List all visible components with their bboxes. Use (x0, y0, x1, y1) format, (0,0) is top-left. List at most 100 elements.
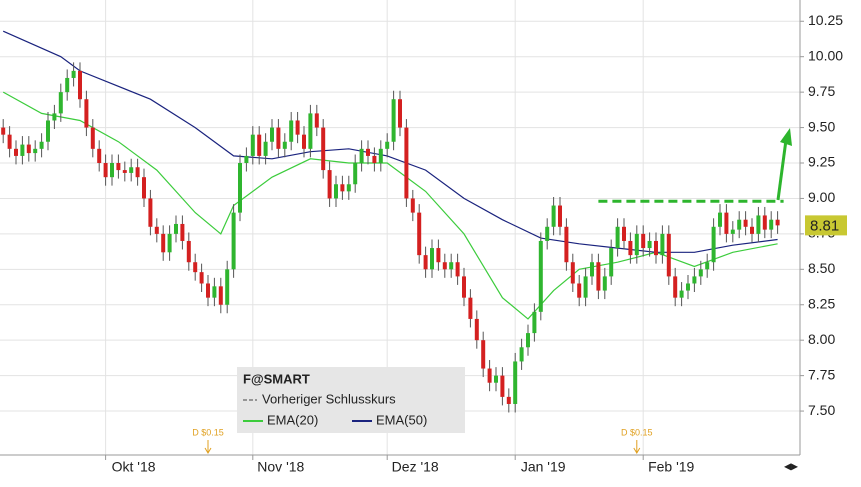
candle-body (46, 120, 50, 142)
candle-body (532, 311, 537, 334)
candle-body (570, 262, 575, 284)
candle-body (692, 276, 697, 284)
candle-body (212, 286, 217, 298)
candle-body (282, 141, 287, 149)
candle-body (462, 276, 466, 298)
legend-label: EMA(20) (267, 412, 318, 427)
candle-body (7, 134, 12, 149)
candle-body (334, 184, 338, 199)
y-tick-label: 7.75 (808, 366, 835, 382)
candle-body (78, 70, 82, 100)
candle-body (231, 212, 236, 270)
y-tick-label: 7.50 (808, 402, 835, 418)
candle-body (468, 297, 473, 319)
candle-body (372, 155, 377, 164)
candle-body (391, 99, 396, 142)
candle-body (346, 184, 351, 192)
candle-body (116, 163, 121, 171)
candle-body (583, 276, 588, 298)
candle-body (654, 240, 658, 256)
candle-body (302, 134, 306, 149)
candle-body (135, 167, 140, 178)
candle-body (366, 148, 370, 156)
candle-body (244, 155, 249, 164)
candle-body (545, 226, 550, 241)
candle-body (455, 262, 460, 277)
candle-body (154, 226, 159, 234)
legend-label: EMA(50) (376, 412, 427, 427)
candle-body (33, 148, 38, 154)
candle-body (500, 375, 505, 397)
candle-body (321, 127, 326, 171)
candle-body (564, 226, 569, 263)
candle-body (359, 148, 364, 164)
candle-body (506, 396, 511, 404)
candle-body (737, 219, 742, 230)
x-tick-label: Jan '19 (521, 459, 566, 475)
candle-body (142, 177, 146, 199)
candle-body (705, 262, 710, 270)
candle-body (199, 272, 204, 284)
candle-body (698, 269, 703, 277)
candle-body (340, 184, 345, 192)
candle-body (628, 240, 633, 256)
x-tick-label: Okt '18 (112, 459, 156, 475)
candle-body (686, 283, 690, 291)
candle-body (270, 127, 274, 142)
candle-body (289, 120, 294, 142)
candle-body (206, 283, 210, 298)
dividend-marker (204, 440, 212, 454)
candle-body (225, 269, 230, 305)
candle-body (634, 233, 639, 256)
y-tick-label: 9.00 (808, 189, 835, 205)
candle-body (590, 262, 594, 277)
candle-body (436, 248, 441, 263)
dividend-label: D $0.15 (192, 427, 224, 437)
candle-body (14, 148, 18, 156)
candle-body (26, 144, 31, 154)
candle-body (430, 248, 434, 270)
candle-body (762, 215, 767, 230)
candle-body (404, 127, 409, 199)
last-price-label: 8.81 (810, 217, 839, 234)
candle-body (39, 141, 44, 149)
candle-body (551, 205, 556, 227)
candle-body (775, 219, 780, 226)
candle-body (378, 148, 383, 164)
candle-body (487, 368, 492, 383)
x-tick-label: Nov '18 (257, 459, 304, 475)
candle-body (622, 226, 626, 241)
legend-box (237, 367, 465, 433)
candle-body (596, 262, 601, 291)
candle-body (385, 141, 390, 149)
candle-body (526, 333, 530, 348)
dividend-label: D $0.15 (621, 427, 653, 437)
scroll-icon[interactable]: ◂▸ (784, 458, 798, 474)
candle-body (609, 248, 614, 277)
candle-body (308, 113, 313, 149)
candle-body (103, 163, 108, 178)
candle-body (730, 229, 735, 234)
candle-body (641, 233, 646, 249)
candle-body (193, 262, 198, 273)
candle-body (110, 163, 114, 178)
candle-body (238, 163, 242, 213)
candle-body (218, 286, 223, 305)
candle-body (353, 163, 358, 185)
candle-body (513, 361, 518, 404)
candle-body (97, 148, 102, 164)
candle-body (602, 276, 607, 291)
candle-body (1, 127, 6, 135)
candle-body (20, 144, 25, 156)
candle-body (481, 340, 486, 369)
candle-body (398, 99, 402, 128)
candle-body (167, 233, 172, 253)
legend-title: F@SMART (243, 371, 310, 386)
candle-body (679, 290, 684, 298)
candle-body (276, 127, 281, 149)
y-tick-label: 8.25 (808, 295, 835, 311)
x-tick-label: Dez '18 (392, 459, 439, 475)
candle-body (250, 134, 255, 156)
trend-arrow-head (780, 128, 792, 146)
